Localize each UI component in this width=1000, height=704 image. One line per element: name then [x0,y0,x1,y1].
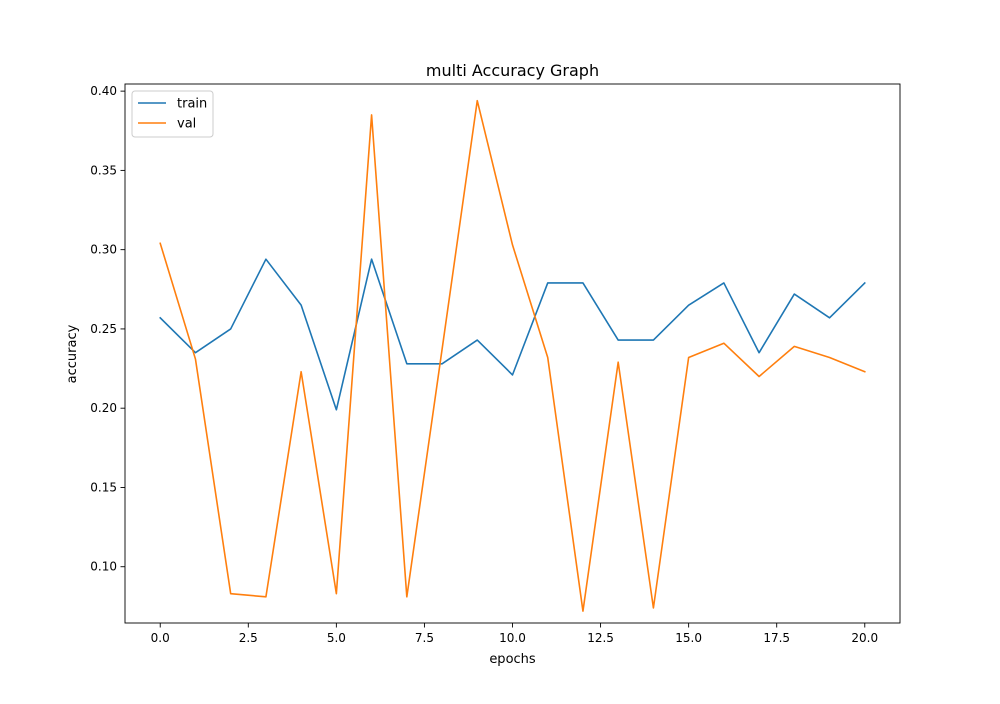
x-tick-label: 20.0 [851,631,878,645]
y-tick-label: 0.10 [90,560,117,574]
x-axis-label: epochs [489,652,536,667]
x-tick-label: 2.5 [239,631,258,645]
y-axis-label: accuracy [65,324,80,383]
legend-label-val: val [177,117,196,132]
series-line-train [159,258,866,411]
y-tick-label: 0.20 [90,401,117,415]
x-tick-label: 7.5 [415,631,434,645]
x-tick-label: 17.5 [763,631,790,645]
y-tick-label: 0.30 [90,243,117,257]
y-tick-label: 0.15 [90,480,117,494]
legend-label-train: train [177,97,207,112]
x-tick-label: 12.5 [587,631,614,645]
x-tick-label: 5.0 [327,631,346,645]
y-tick-label: 0.25 [90,322,117,336]
y-tick-label: 0.40 [90,84,117,98]
x-tick-label: 0.0 [151,631,170,645]
chart-title: multi Accuracy Graph [426,61,599,80]
series-line-val [159,99,866,612]
x-tick-label: 15.0 [675,631,702,645]
x-tick-label: 10.0 [499,631,526,645]
y-tick-label: 0.35 [90,163,117,177]
